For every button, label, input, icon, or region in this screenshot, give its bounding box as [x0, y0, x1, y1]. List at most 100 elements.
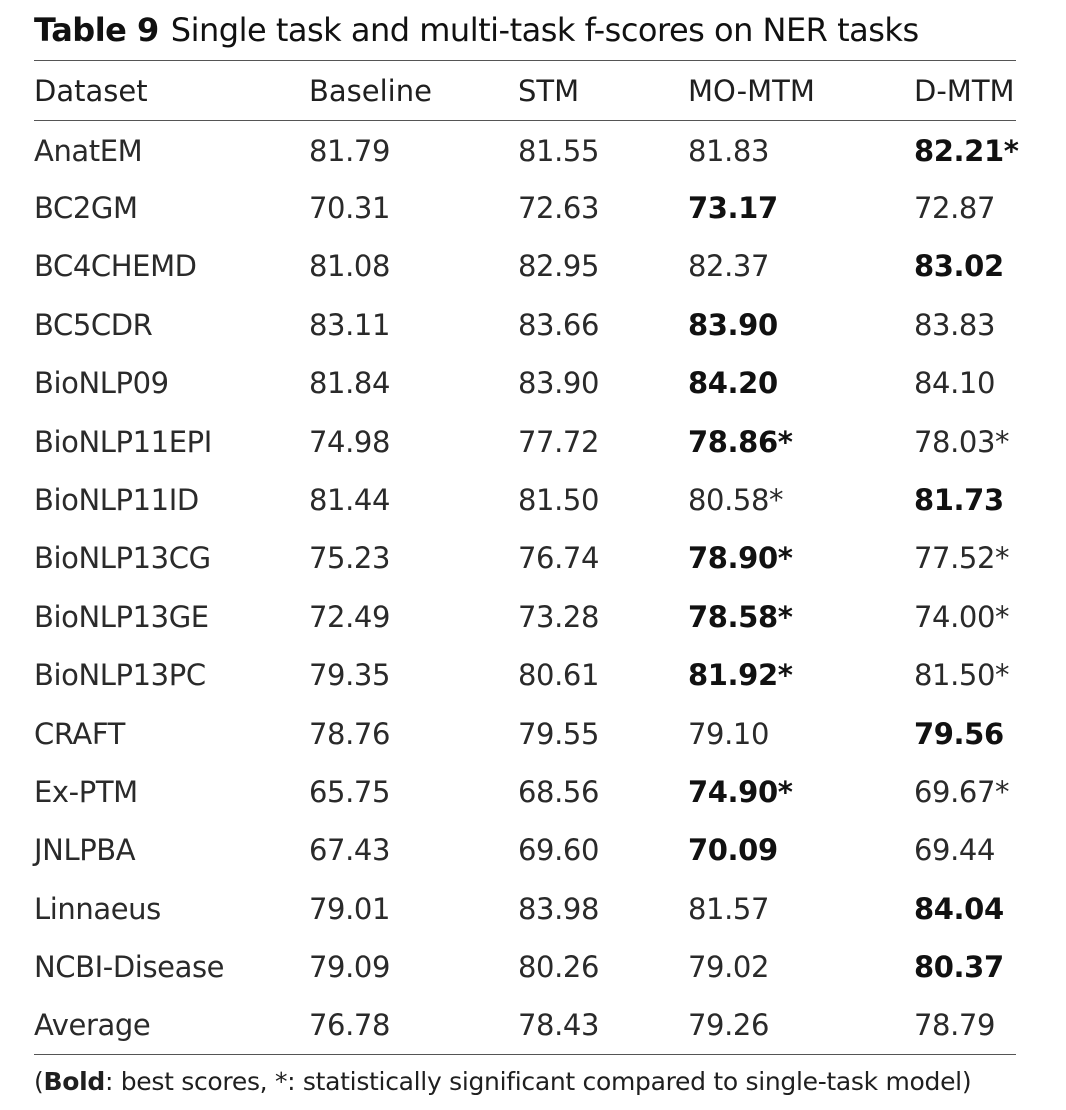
cell-d-mtm: 80.37 — [914, 950, 1004, 985]
table-body: AnatEM 81.79 81.55 81.83 82.21* BC2GM 70.31 72.… — [34, 121, 1019, 1056]
table-row: BioNLP13PC 79.35 80.61 81.92* 81.50* — [34, 646, 1016, 704]
header-row: Dataset Baseline STM MO-MTM D-MTM — [34, 60, 1016, 121]
footnote-bold-word: Bold — [43, 1066, 105, 1096]
table-row: BioNLP11EPI 74.98 77.72 78.86* 78.03* — [34, 412, 1016, 470]
column-header-mo-mtm: MO-MTM — [688, 60, 914, 121]
cell-d-mtm: 79.56 — [914, 716, 1004, 751]
table-row: AnatEM 81.79 81.55 81.83 82.21* — [34, 121, 1019, 179]
table-header: Dataset Baseline STM MO-MTM D-MTM — [34, 60, 1016, 121]
footnote-text: : best scores, *: statistically signific… — [104, 1066, 972, 1096]
cell-stm: 83.66 — [518, 307, 600, 342]
table-caption: Table 9 Single task and multi-task f-sco… — [34, 0, 1016, 60]
table-row: NCBI-Disease 79.09 80.26 79.02 80.37 — [34, 938, 1016, 996]
cell-baseline: 79.35 — [309, 658, 391, 693]
cell-mo-mtm: 74.90* — [688, 774, 793, 809]
cell-stm: 68.56 — [518, 774, 600, 809]
column-header-stm: STM — [518, 60, 688, 121]
cell-d-mtm: 77.52* — [914, 541, 1010, 576]
cell-stm: 77.72 — [518, 424, 600, 459]
cell-d-mtm: 72.87 — [914, 191, 996, 226]
cell-mo-mtm: 79.02 — [688, 950, 770, 985]
cell-d-mtm: 78.03* — [914, 424, 1010, 459]
column-header-d-mtm: D-MTM — [914, 60, 1016, 121]
cell-stm: 80.61 — [518, 658, 600, 693]
cell-dataset: BioNLP11ID — [34, 483, 199, 518]
cell-mo-mtm: 81.83 — [688, 133, 770, 168]
cell-baseline: 81.84 — [309, 366, 391, 401]
cell-d-mtm: 69.67* — [914, 774, 1010, 809]
cell-d-mtm: 82.21* — [914, 133, 1019, 168]
cell-stm: 83.98 — [518, 891, 600, 926]
cell-baseline: 81.44 — [309, 483, 391, 518]
cell-baseline: 79.09 — [309, 950, 391, 985]
cell-dataset: Average — [34, 996, 309, 1056]
cell-dataset: BioNLP13GE — [34, 599, 209, 634]
cell-dataset: NCBI-Disease — [34, 950, 225, 985]
cell-d-mtm: 83.83 — [914, 307, 996, 342]
cell-d-mtm: 81.73 — [914, 483, 1004, 518]
table-label: Table 9 — [34, 11, 159, 49]
cell-baseline: 83.11 — [309, 307, 391, 342]
table-row: BC4CHEMD 81.08 82.95 82.37 83.02 — [34, 237, 1016, 295]
cell-dataset: BioNLP09 — [34, 366, 169, 401]
cell-stm: 69.60 — [518, 833, 600, 868]
cell-stm: 83.90 — [518, 366, 600, 401]
table-row: Ex-PTM 65.75 68.56 74.90* 69.67* — [34, 763, 1016, 821]
cell-dataset: CRAFT — [34, 716, 125, 751]
cell-stm: 81.50 — [518, 483, 600, 518]
cell-baseline: 76.78 — [309, 996, 518, 1056]
cell-dataset: BC2GM — [34, 191, 138, 226]
cell-mo-mtm: 81.57 — [688, 891, 770, 926]
cell-baseline: 72.49 — [309, 599, 391, 634]
cell-d-mtm: 74.00* — [914, 599, 1010, 634]
cell-baseline: 78.76 — [309, 716, 391, 751]
cell-dataset: Linnaeus — [34, 891, 161, 926]
footnote-open: ( — [34, 1066, 44, 1096]
cell-dataset: JNLPBA — [34, 833, 136, 868]
cell-mo-mtm: 78.58* — [688, 599, 793, 634]
table-footnote: (Bold: best scores, *: statistically sig… — [34, 1055, 1016, 1107]
cell-mo-mtm: 79.26 — [688, 996, 914, 1056]
cell-mo-mtm: 73.17 — [688, 191, 778, 226]
cell-dataset: BioNLP13PC — [34, 658, 206, 693]
column-header-dataset: Dataset — [34, 60, 309, 121]
cell-stm: 78.43 — [518, 996, 688, 1056]
cell-stm: 79.55 — [518, 716, 600, 751]
cell-stm: 76.74 — [518, 541, 600, 576]
cell-dataset: BC4CHEMD — [34, 249, 197, 284]
cell-stm: 80.26 — [518, 950, 600, 985]
cell-dataset: BioNLP11EPI — [34, 424, 212, 459]
cell-dataset: AnatEM — [34, 133, 143, 168]
table-row: CRAFT 78.76 79.55 79.10 79.56 — [34, 704, 1016, 762]
cell-mo-mtm: 79.10 — [688, 716, 770, 751]
cell-baseline: 70.31 — [309, 191, 391, 226]
cell-mo-mtm: 82.37 — [688, 249, 770, 284]
cell-baseline: 81.79 — [309, 133, 391, 168]
cell-d-mtm: 81.50* — [914, 658, 1010, 693]
cell-d-mtm: 78.79 — [914, 996, 1016, 1056]
table-row: BioNLP13CG 75.23 76.74 78.90* 77.52* — [34, 529, 1016, 587]
table-row: BioNLP11ID 81.44 81.50 80.58* 81.73 — [34, 471, 1016, 529]
table-row: Average 76.78 78.43 79.26 78.79 — [34, 996, 1016, 1056]
cell-d-mtm: 83.02 — [914, 249, 1004, 284]
table-row: BioNLP09 81.84 83.90 84.20 84.10 — [34, 354, 1016, 412]
cell-baseline: 74.98 — [309, 424, 391, 459]
table-row: BC5CDR 83.11 83.66 83.90 83.83 — [34, 296, 1016, 354]
cell-mo-mtm: 84.20 — [688, 366, 778, 401]
table-row: BC2GM 70.31 72.63 73.17 72.87 — [34, 179, 1016, 237]
cell-dataset: Ex-PTM — [34, 774, 138, 809]
cell-d-mtm: 84.04 — [914, 891, 1004, 926]
cell-stm: 73.28 — [518, 599, 600, 634]
cell-mo-mtm: 81.92* — [688, 658, 793, 693]
table-row: Linnaeus 79.01 83.98 81.57 84.04 — [34, 880, 1016, 938]
cell-stm: 72.63 — [518, 191, 600, 226]
table-row: JNLPBA 67.43 69.60 70.09 69.44 — [34, 821, 1016, 879]
cell-dataset: BC5CDR — [34, 307, 153, 342]
cell-baseline: 81.08 — [309, 249, 391, 284]
table-figure: Table 9 Single task and multi-task f-sco… — [34, 0, 1019, 1107]
cell-mo-mtm: 80.58* — [688, 483, 784, 518]
cell-baseline: 65.75 — [309, 774, 391, 809]
column-header-baseline: Baseline — [309, 60, 518, 121]
cell-baseline: 75.23 — [309, 541, 391, 576]
cell-mo-mtm: 83.90 — [688, 307, 778, 342]
